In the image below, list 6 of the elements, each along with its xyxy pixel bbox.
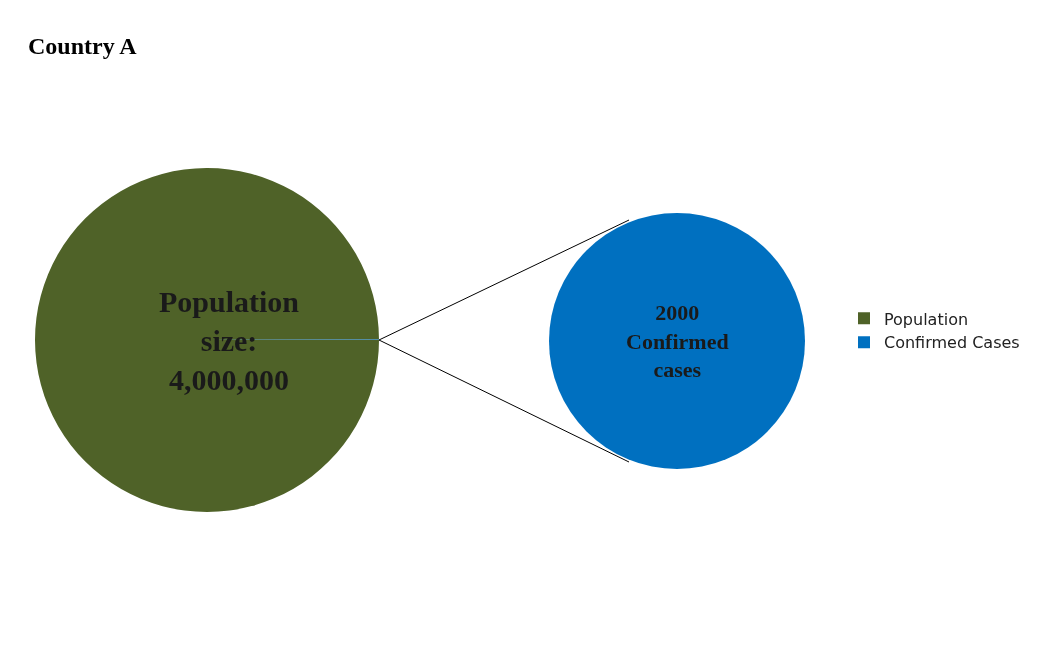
chart-title: Country A (28, 33, 138, 60)
legend-label: Confirmed Cases (884, 333, 1020, 353)
pie-slice (35, 168, 379, 512)
legend-label: Population (884, 309, 969, 329)
data-label: Population size: 4,000,000 (159, 285, 300, 396)
data-label: 2000 Confirmed cases (626, 300, 729, 383)
